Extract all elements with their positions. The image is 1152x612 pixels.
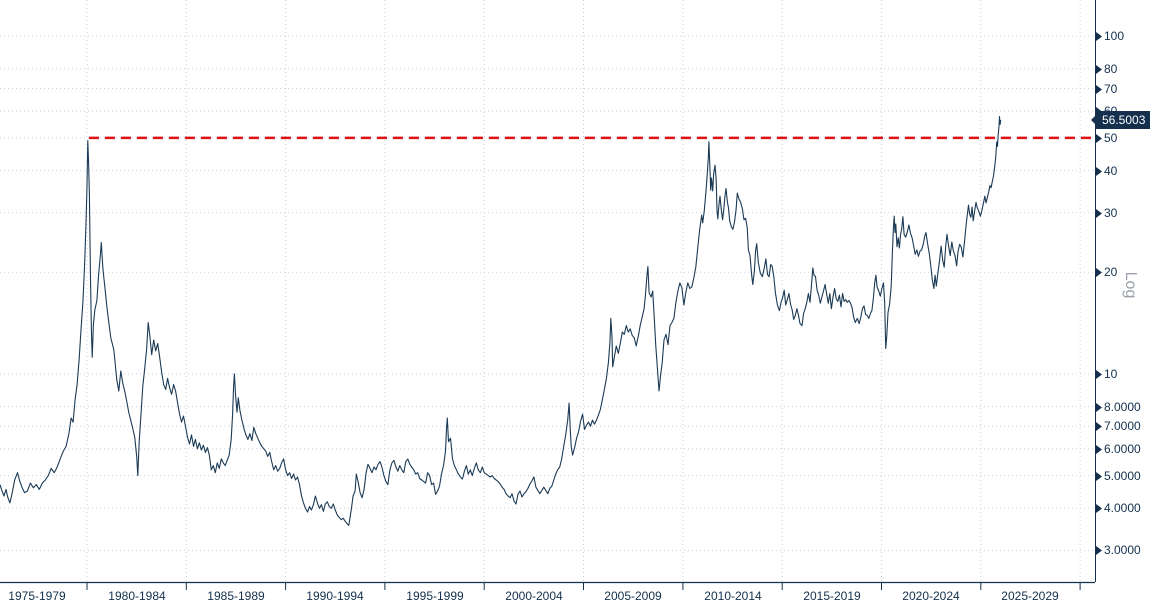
- y-axis-tick-label: 80: [1096, 62, 1117, 76]
- y-axis-tick-label: 10: [1096, 367, 1117, 381]
- y-axis-tick-label: 20: [1096, 265, 1117, 279]
- tick-arrow-icon: [1096, 421, 1102, 431]
- last-price-label: 56.5003: [1091, 111, 1151, 129]
- x-axis-label: 2020-2024: [902, 589, 960, 603]
- y-axis-tick-label: 4.0000: [1096, 501, 1141, 515]
- y-axis-tick-label: 8.0000: [1096, 400, 1141, 414]
- tick-arrow-icon: [1096, 166, 1102, 176]
- tick-arrow-icon: [1096, 545, 1102, 555]
- tick-arrow-icon: [1096, 84, 1102, 94]
- x-axis-label: 2015-2019: [803, 589, 861, 603]
- tick-arrow-icon: [1096, 133, 1102, 143]
- tick-arrow-icon: [1096, 471, 1102, 481]
- price-pointer-icon: [1091, 115, 1096, 125]
- x-axis-label: 2000-2004: [505, 589, 563, 603]
- x-axis-label: 1985-1989: [207, 589, 265, 603]
- x-axis-label: 1990-1994: [306, 589, 364, 603]
- x-axis-label: 2025-2029: [1001, 589, 1059, 603]
- y-axis-tick-label: 5.0000: [1096, 469, 1141, 483]
- tick-arrow-icon: [1096, 503, 1102, 513]
- tick-arrow-icon: [1096, 64, 1102, 74]
- y-axis-tick-label: 40: [1096, 164, 1117, 178]
- y-axis-tick-label: 6.0000: [1096, 442, 1141, 456]
- tick-arrow-icon: [1096, 267, 1102, 277]
- x-axis-label: 2005-2009: [604, 589, 662, 603]
- x-axis-label: 1980-1984: [108, 589, 166, 603]
- tick-arrow-icon: [1096, 31, 1102, 41]
- last-price-value: 56.5003: [1102, 113, 1146, 127]
- tick-arrow-icon: [1096, 402, 1102, 412]
- y-axis-tick-label: 30: [1096, 206, 1117, 220]
- tick-arrow-icon: [1096, 369, 1102, 379]
- x-axis-label: 1975-1979: [8, 589, 66, 603]
- tick-arrow-icon: [1096, 444, 1102, 454]
- y-axis-tick-label: 100: [1096, 29, 1124, 43]
- log-scale-label[interactable]: Log: [1122, 271, 1139, 299]
- y-axis-tick-label: 7.0000: [1096, 419, 1141, 433]
- tick-arrow-icon: [1096, 208, 1102, 218]
- y-axis-tick-label: 70: [1096, 82, 1117, 96]
- y-axis-tick-label: 50: [1096, 131, 1117, 145]
- y-axis-tick-label: 3.0000: [1096, 543, 1141, 557]
- x-axis-label: 1995-1999: [406, 589, 464, 603]
- x-axis-label: 2010-2014: [704, 589, 762, 603]
